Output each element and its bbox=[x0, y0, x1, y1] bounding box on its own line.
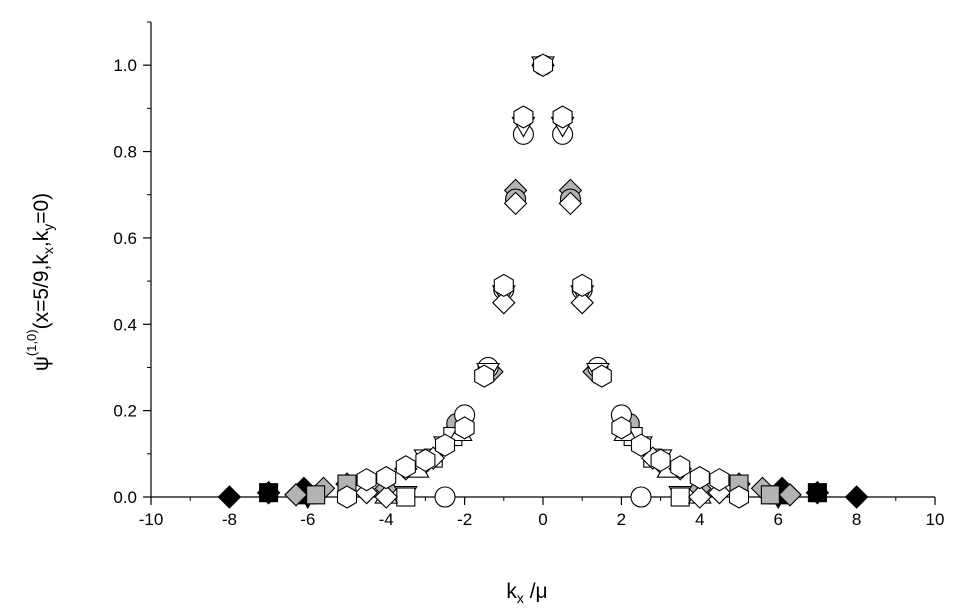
x-tick-label: 0 bbox=[538, 510, 547, 529]
x-axis-title: kx /μ bbox=[506, 580, 547, 606]
data-point-hexagon bbox=[650, 448, 671, 472]
data-point-hexagon bbox=[415, 448, 436, 472]
data-point-hexagon bbox=[572, 273, 593, 298]
data-point-hexagon bbox=[395, 455, 416, 479]
data-point-hexagon bbox=[552, 105, 573, 129]
data-point-square bbox=[306, 485, 326, 505]
y-tick-label: 0.6 bbox=[113, 229, 137, 248]
data-point-diamond bbox=[558, 191, 583, 216]
y-tick-label: 0.8 bbox=[113, 143, 137, 162]
data-point-diamond bbox=[217, 485, 242, 509]
data-point-circle bbox=[434, 486, 456, 508]
data-point-square bbox=[670, 487, 690, 507]
x-tick-label: 2 bbox=[617, 510, 626, 529]
x-tick-label: 8 bbox=[852, 510, 861, 529]
x-tick-label: 10 bbox=[926, 510, 945, 529]
data-point-hexagon bbox=[336, 485, 358, 509]
data-point-hexagon bbox=[591, 364, 612, 388]
data-point-circle bbox=[630, 486, 652, 508]
x-tick-label: -2 bbox=[457, 510, 472, 529]
data-point-diamond bbox=[844, 485, 869, 509]
data-point-hexagon bbox=[356, 468, 377, 492]
data-point-diamond bbox=[256, 480, 281, 505]
x-tick-label: 4 bbox=[695, 510, 704, 529]
data-point-hexagon bbox=[532, 53, 554, 77]
y-tick-label: 0.2 bbox=[113, 402, 137, 421]
y-tick-label: 1.0 bbox=[113, 56, 137, 75]
x-tick-label: -4 bbox=[379, 510, 394, 529]
data-points bbox=[217, 53, 869, 510]
y-axis-ticks: 0.0 0.2 0.4 0.6 0.8 1.0 bbox=[113, 21, 151, 507]
y-axis-title: ψ(1,0)(x=5/9,kx,ky=0) bbox=[24, 193, 56, 371]
data-point-square bbox=[396, 487, 416, 507]
data-point-hexagon bbox=[434, 433, 456, 457]
x-tick-label: -8 bbox=[222, 510, 237, 529]
data-point-hexagon bbox=[474, 364, 495, 388]
data-point-hexagon bbox=[513, 105, 534, 129]
data-point-hexagon bbox=[611, 416, 632, 440]
data-point-hexagon bbox=[376, 465, 397, 490]
x-tick-label: -6 bbox=[300, 510, 315, 529]
y-tick-label: 0.4 bbox=[113, 315, 137, 334]
data-point-hexagon bbox=[728, 485, 750, 509]
x-tick-label: -10 bbox=[139, 510, 164, 529]
data-point-hexagon bbox=[493, 273, 514, 298]
data-point-diamond bbox=[503, 191, 528, 216]
data-point-hexagon bbox=[630, 433, 652, 457]
y-tick-label: 0.0 bbox=[113, 488, 137, 507]
data-point-hexagon bbox=[689, 465, 710, 490]
data-point-diamond bbox=[374, 485, 398, 509]
data-point-hexagon bbox=[454, 416, 475, 440]
data-point-diamond bbox=[570, 290, 594, 315]
x-tick-label: 6 bbox=[773, 510, 782, 529]
data-point-diamond bbox=[805, 480, 830, 505]
data-point-hexagon bbox=[709, 468, 730, 492]
data-point-diamond bbox=[778, 483, 802, 507]
data-point-diamond bbox=[284, 483, 308, 507]
data-point-diamond bbox=[492, 290, 516, 315]
data-point-diamond bbox=[688, 485, 712, 509]
data-point-hexagon bbox=[670, 455, 691, 479]
axes bbox=[150, 22, 935, 498]
data-point-square bbox=[760, 485, 780, 505]
